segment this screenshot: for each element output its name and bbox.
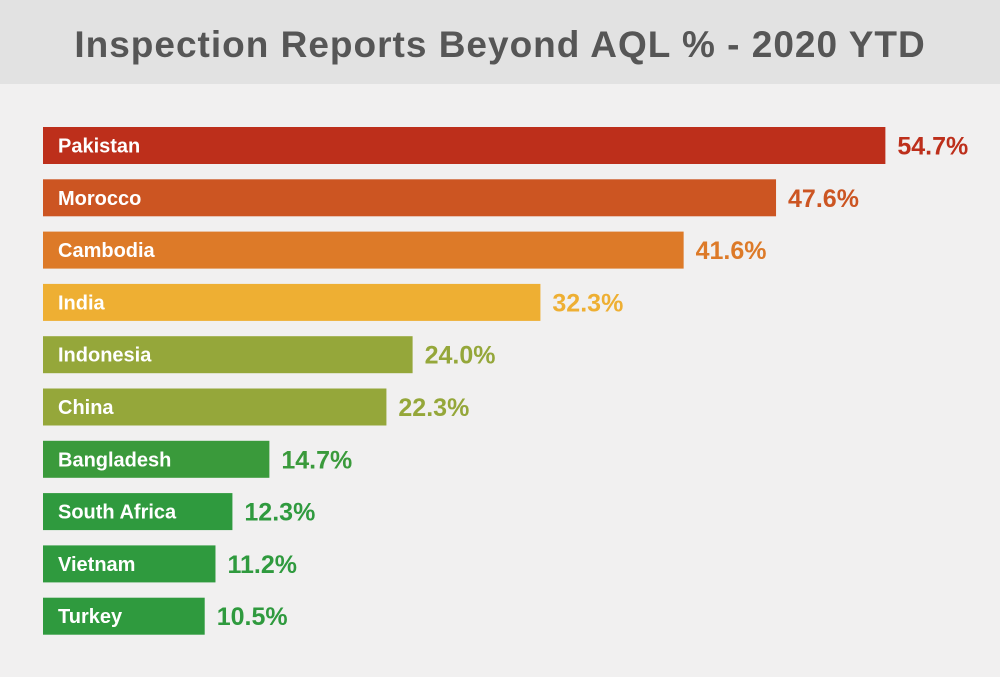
bar-morocco <box>43 179 777 217</box>
category-label: Turkey <box>58 606 123 628</box>
value-label: 22.3% <box>398 394 469 422</box>
chart-title: Inspection Reports Beyond AQL % - 2020 Y… <box>74 24 926 65</box>
bar-pakistan <box>43 127 886 164</box>
bar-indonesia <box>43 336 413 374</box>
bar-cambodia <box>43 231 684 269</box>
category-label: South Africa <box>58 502 177 524</box>
category-label: Cambodia <box>58 240 156 262</box>
value-label: 54.7% <box>897 133 968 161</box>
value-label: 41.6% <box>696 237 767 265</box>
bar-chart: Pakistan 54.7% Morocco 47.6% Cambodia 41.6% In… <box>43 127 968 635</box>
value-label: 11.2% <box>227 551 297 579</box>
bar-bangladesh <box>43 440 270 478</box>
category-label: Indonesia <box>58 345 152 367</box>
value-label: 14.7% <box>281 446 352 474</box>
value-label: 12.3% <box>244 499 315 527</box>
category-label: China <box>58 397 114 419</box>
value-label: 24.0% <box>425 342 496 370</box>
title-banner: Inspection Reports Beyond AQL % - 2020 Y… <box>0 0 1000 84</box>
category-label: Pakistan <box>58 136 140 158</box>
bar-china <box>43 388 387 426</box>
bar-south-africa <box>43 493 233 531</box>
bar-vietnam <box>43 545 216 583</box>
value-label: 47.6% <box>788 185 859 213</box>
category-label: Bangladesh <box>58 449 171 471</box>
value-label: 10.5% <box>217 603 288 631</box>
category-label: Morocco <box>58 188 141 210</box>
bar-turkey <box>43 597 205 635</box>
category-label: India <box>58 292 106 314</box>
bar-india <box>43 283 541 321</box>
value-label: 32.3% <box>552 289 623 317</box>
category-label: Vietnam <box>58 554 135 576</box>
